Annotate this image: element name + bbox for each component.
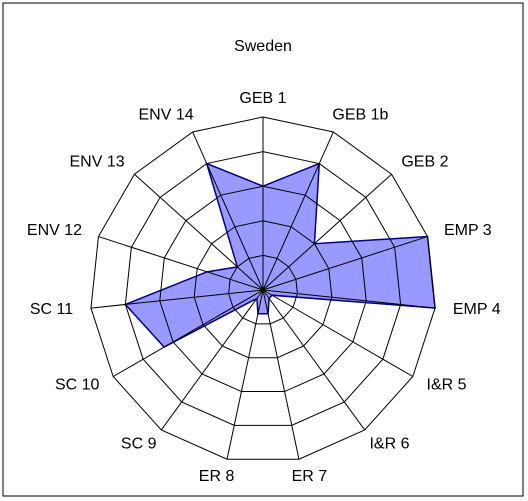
category-label: EMP 3	[444, 222, 492, 239]
category-label: I&R 5	[427, 377, 467, 394]
spoke	[262, 236, 428, 291]
spoke	[192, 131, 264, 291]
category-label: EMP 4	[453, 301, 501, 318]
spoke	[262, 289, 366, 431]
spoke	[134, 173, 264, 291]
category-label: I&R 6	[369, 436, 409, 453]
grid-ring	[193, 220, 333, 359]
spoke	[262, 289, 436, 309]
grid-ring	[159, 185, 367, 393]
spoke	[112, 289, 264, 377]
category-label: ENV 14	[138, 107, 193, 124]
spoke	[160, 289, 264, 431]
grid-ring	[228, 254, 298, 325]
spoke	[262, 289, 300, 460]
spoke	[262, 173, 392, 291]
chart-title: Sweden	[234, 38, 292, 55]
category-label: GEB 1b	[332, 107, 388, 124]
category-label: ENV 12	[27, 222, 82, 239]
spoke	[90, 289, 264, 309]
spoke	[262, 131, 334, 291]
category-label: ER 7	[292, 468, 328, 485]
spoke	[262, 289, 414, 377]
grid-ring	[124, 151, 402, 426]
category-label: SC 10	[55, 377, 100, 394]
category-label: SC 11	[30, 301, 73, 318]
spoke	[226, 289, 264, 460]
category-label: GEB 2	[401, 153, 448, 170]
category-label: GEB 1	[239, 90, 286, 107]
category-label: ENV 13	[70, 153, 125, 170]
category-label: SC 9	[121, 436, 157, 453]
grid-ring	[90, 116, 436, 460]
spoke	[98, 236, 264, 291]
category-label: ER 8	[199, 468, 235, 485]
data-area	[124, 162, 436, 349]
